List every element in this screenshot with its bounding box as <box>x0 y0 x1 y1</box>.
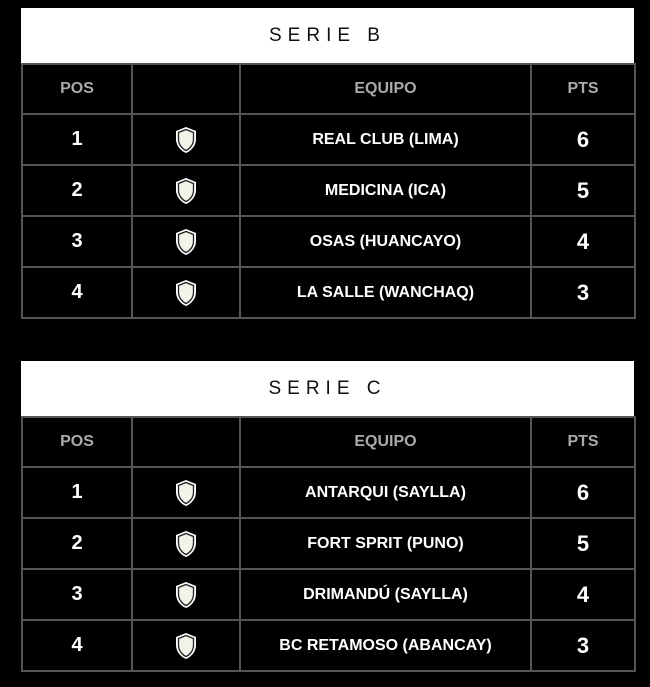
position: 4 <box>21 266 133 319</box>
points: 5 <box>530 517 636 570</box>
team-logo <box>131 517 241 570</box>
header-pos: POS <box>21 63 133 115</box>
shield-icon <box>133 581 239 609</box>
table-row: 4 BC RETAMOSO (ABANCAY) 3 <box>21 619 636 672</box>
position: 1 <box>21 113 133 166</box>
team-logo <box>131 113 241 166</box>
table-row: 2 FORT SPRIT (PUNO) 5 <box>21 517 636 570</box>
header-pts: PTS <box>530 416 636 468</box>
shield-icon <box>133 632 239 660</box>
points: 6 <box>530 113 636 166</box>
points: 5 <box>530 164 636 217</box>
table-title: SERIE B <box>21 8 634 63</box>
shield-icon <box>133 479 239 507</box>
header-row: POS EQUIPO PTS <box>21 416 636 468</box>
team-logo <box>131 266 241 319</box>
team-name: LA SALLE (WANCHAQ) <box>239 266 532 319</box>
shield-icon <box>133 177 239 205</box>
table-title: SERIE C <box>21 361 634 416</box>
points: 4 <box>530 568 636 621</box>
team-name: REAL CLUB (LIMA) <box>239 113 532 166</box>
table-row: 3 DRIMANDÚ (SAYLLA) 4 <box>21 568 636 621</box>
team-name: BC RETAMOSO (ABANCAY) <box>239 619 532 672</box>
team-name: OSAS (HUANCAYO) <box>239 215 532 268</box>
table-row: 4 LA SALLE (WANCHAQ) 3 <box>21 266 636 319</box>
table-row: 3 OSAS (HUANCAYO) 4 <box>21 215 636 268</box>
header-team: EQUIPO <box>239 416 532 468</box>
team-logo <box>131 568 241 621</box>
team-logo <box>131 215 241 268</box>
team-name: DRIMANDÚ (SAYLLA) <box>239 568 532 621</box>
header-pos: POS <box>21 416 133 468</box>
shield-icon <box>133 126 239 154</box>
team-logo <box>131 466 241 519</box>
header-pts: PTS <box>530 63 636 115</box>
header-logo <box>131 416 241 468</box>
standings-table-0: SERIE B POS EQUIPO PTS 1 REAL CLUB (LIMA… <box>21 8 636 319</box>
header-team: EQUIPO <box>239 63 532 115</box>
position: 3 <box>21 568 133 621</box>
shield-icon <box>133 279 239 307</box>
position: 3 <box>21 215 133 268</box>
points: 3 <box>530 266 636 319</box>
team-logo <box>131 619 241 672</box>
position: 4 <box>21 619 133 672</box>
shield-icon <box>133 530 239 558</box>
position: 2 <box>21 164 133 217</box>
header-row: POS EQUIPO PTS <box>21 63 636 115</box>
points: 4 <box>530 215 636 268</box>
position: 2 <box>21 517 133 570</box>
team-name: ANTARQUI (SAYLLA) <box>239 466 532 519</box>
points: 3 <box>530 619 636 672</box>
table-row: 1 REAL CLUB (LIMA) 6 <box>21 113 636 166</box>
points: 6 <box>530 466 636 519</box>
position: 1 <box>21 466 133 519</box>
standings-table-1: SERIE C POS EQUIPO PTS 1 ANTARQUI (SAYLL… <box>21 361 636 672</box>
team-logo <box>131 164 241 217</box>
header-logo <box>131 63 241 115</box>
team-name: MEDICINA (ICA) <box>239 164 532 217</box>
shield-icon <box>133 228 239 256</box>
team-name: FORT SPRIT (PUNO) <box>239 517 532 570</box>
table-row: 1 ANTARQUI (SAYLLA) 6 <box>21 466 636 519</box>
table-row: 2 MEDICINA (ICA) 5 <box>21 164 636 217</box>
